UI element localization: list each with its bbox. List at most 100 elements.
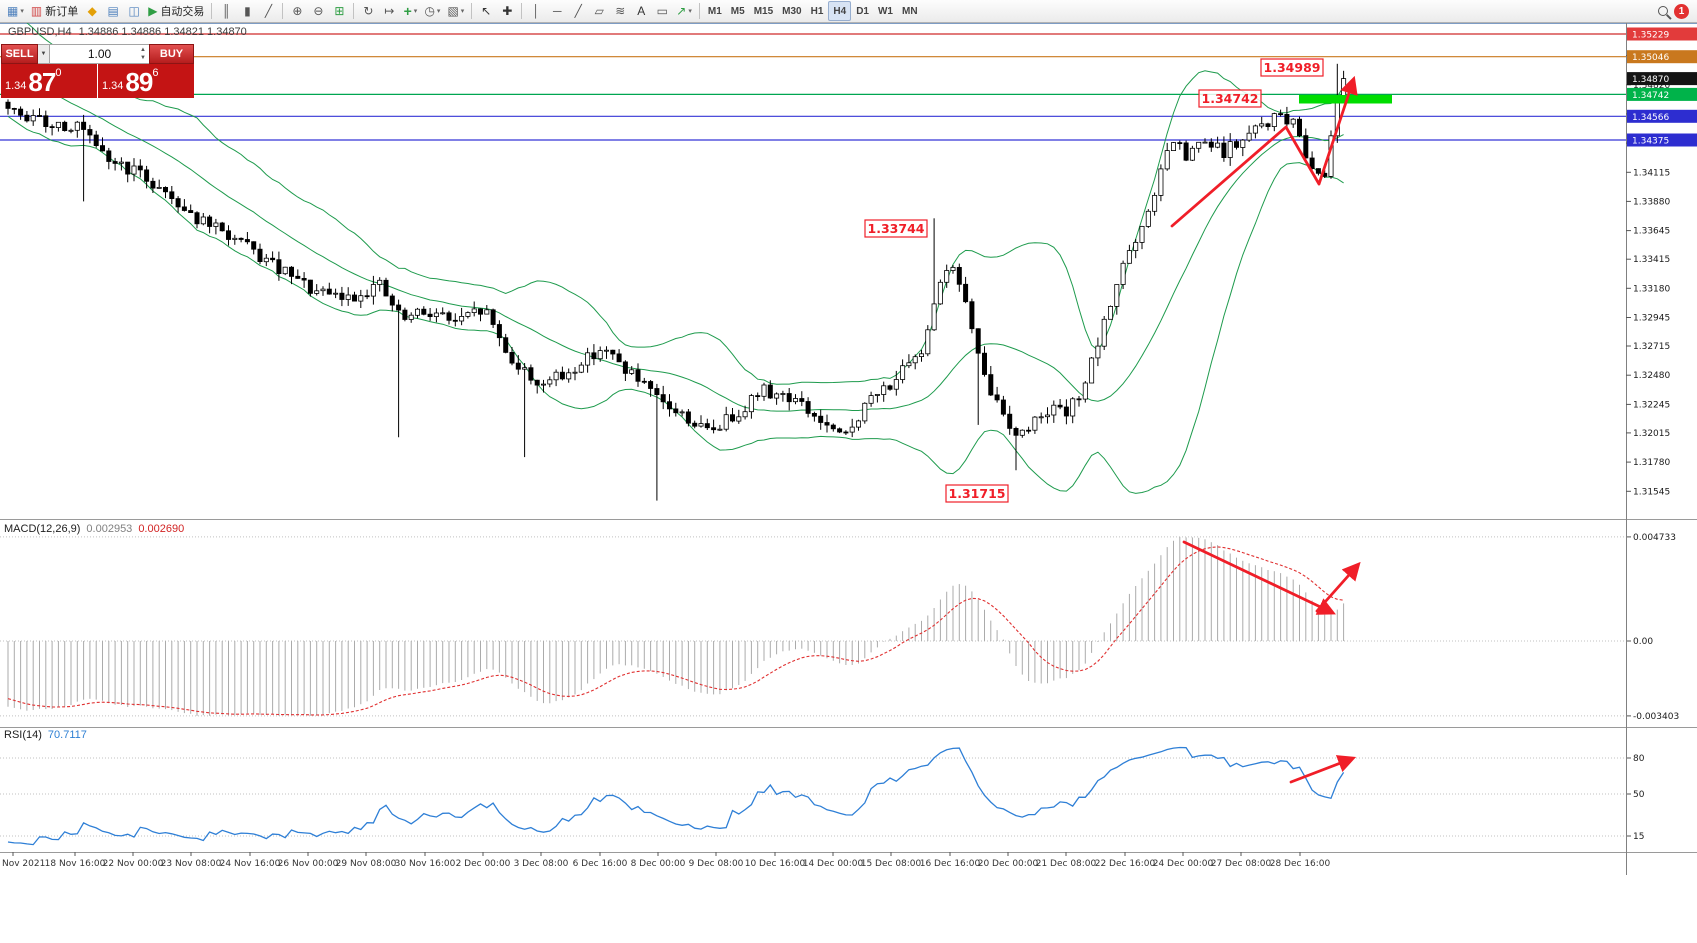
label-button[interactable]: ▭ xyxy=(652,1,672,21)
notifications-badge[interactable]: 1 xyxy=(1674,3,1689,19)
market-watch-button[interactable]: ▤ xyxy=(103,1,123,21)
chart-shift-icon: ↦ xyxy=(384,4,395,18)
zoom-in-icon: ⊕ xyxy=(292,4,303,18)
price-badge-1.34566: 1.34566 xyxy=(1627,109,1697,123)
timeframe-w1[interactable]: W1 xyxy=(877,5,893,17)
ask-price-button[interactable]: 1.34 89 6 xyxy=(98,64,194,98)
annotation-1.33744[interactable]: 1.33744 xyxy=(864,219,928,238)
annotation-1.34742[interactable]: 1.34742 xyxy=(1198,89,1262,108)
tile-windows-button[interactable]: ⊞ xyxy=(329,1,349,21)
price-axis[interactable]: 1.350551.348201.345851.343501.341151.338… xyxy=(1626,23,1697,875)
vertical-line-button[interactable]: │ xyxy=(526,1,546,21)
volume-value[interactable]: 1.00 xyxy=(87,47,112,61)
arrows-button[interactable]: ↗ ▾ xyxy=(673,1,695,21)
svg-text:1.33744: 1.33744 xyxy=(868,221,925,236)
rsi-trend-arrow[interactable] xyxy=(1289,755,1357,784)
vertical-line-icon: │ xyxy=(532,4,541,18)
fibonacci-icon: ≋ xyxy=(615,4,626,18)
new-order-icon: ▥ xyxy=(30,4,43,18)
macd-signal-value: 0.002690 xyxy=(138,523,185,535)
price-badge-1.34870: 1.34870 xyxy=(1627,72,1697,86)
periods-button[interactable]: ◷ ▾ xyxy=(421,1,443,21)
price-annotations[interactable]: 1.34989 1.34742 1.33744 1.31715 xyxy=(864,58,1324,503)
line-chart-icon: ╱ xyxy=(264,4,273,18)
charts-menu-button[interactable]: ▦ ▾ xyxy=(4,1,27,21)
timeframe-h4[interactable]: H4 xyxy=(828,1,852,21)
toolbar: ▦ ▾ ▥ 新订单 ◆ ▤ ◫ ▶ 自动交易 ║ ▮ ╱ ⊕ ⊖ ⊞ ↻ ↦ + ▾ ◷ ▾ ▧ ▾ ↖ ✚ │ ─ ╱ ▱ ≋ A ▭ ↗ ▾ M… xyxy=(0,0,1697,23)
green-highlight-bar[interactable] xyxy=(1299,95,1392,104)
navigator-button[interactable]: ◫ xyxy=(124,1,144,21)
svg-text:26 Nov 00:00: 26 Nov 00:00 xyxy=(278,859,339,869)
main-trend-arrow[interactable] xyxy=(1170,75,1358,228)
line-chart-button[interactable]: ╱ xyxy=(258,1,278,21)
annotation-1.34989[interactable]: 1.34989 xyxy=(1260,58,1324,77)
templates-button[interactable]: ▧ ▾ xyxy=(444,1,467,21)
chevron-down-icon: ▾ xyxy=(413,8,418,15)
auto-scroll-button[interactable]: ↻ xyxy=(358,1,378,21)
svg-text:-0.003403: -0.003403 xyxy=(1633,712,1679,722)
timeframe-m1[interactable]: M1 xyxy=(707,5,722,17)
autotrading-button[interactable]: ▶ 自动交易 xyxy=(145,1,207,21)
favorites-icon: ◆ xyxy=(87,4,97,18)
text-button[interactable]: A xyxy=(631,1,651,21)
timeframe-m30[interactable]: M30 xyxy=(782,5,802,17)
indicators-button[interactable]: + ▾ xyxy=(400,1,420,21)
timeframe-m15[interactable]: M15 xyxy=(753,5,774,17)
fibonacci-button[interactable]: ≋ xyxy=(610,1,630,21)
svg-text:1.34742: 1.34742 xyxy=(1632,91,1669,101)
rsi-panel[interactable]: 80 50 15 xyxy=(0,746,1645,846)
cursor-button[interactable]: ↖ xyxy=(476,1,496,21)
macd-trend-arrow[interactable] xyxy=(1182,540,1336,615)
channel-button[interactable]: ▱ xyxy=(589,1,609,21)
svg-text:0.004733: 0.004733 xyxy=(1633,533,1676,543)
candlestick-chart-button[interactable]: ▮ xyxy=(237,1,257,21)
favorites-button[interactable]: ◆ xyxy=(82,1,102,21)
trend-arrows[interactable] xyxy=(1170,75,1361,784)
timeframe-h1[interactable]: H1 xyxy=(810,5,824,17)
bid-price-button[interactable]: 1.34 87 0 xyxy=(1,64,97,98)
trendline-icon: ╱ xyxy=(574,4,582,18)
timeframe-mn[interactable]: MN xyxy=(901,5,918,17)
price-badge-1.34375: 1.34375 xyxy=(1627,133,1697,147)
svg-text:1.33880: 1.33880 xyxy=(1633,197,1670,207)
horizontal-line-button[interactable]: ─ xyxy=(547,1,567,21)
annotation-1.31715[interactable]: 1.31715 xyxy=(945,484,1009,503)
search-icon[interactable] xyxy=(1658,6,1668,16)
toolbar-separator xyxy=(282,3,284,19)
crosshair-button[interactable]: ✚ xyxy=(497,1,517,21)
bar-chart-button[interactable]: ║ xyxy=(216,1,236,21)
svg-text:1.35229: 1.35229 xyxy=(1632,31,1669,41)
price-badge-1.35229: 1.35229 xyxy=(1627,27,1697,41)
timeframe-m5[interactable]: M5 xyxy=(730,5,745,17)
chart-shift-button[interactable]: ↦ xyxy=(379,1,399,21)
arrows-icon: ↗ xyxy=(676,4,687,18)
buy-button[interactable]: BUY xyxy=(149,44,194,64)
sell-button[interactable]: SELL xyxy=(1,44,38,64)
rsi-value: 70.7117 xyxy=(47,729,87,741)
spinner-up-icon[interactable]: ▲ xyxy=(140,47,146,53)
zoom-in-button[interactable]: ⊕ xyxy=(287,1,307,21)
ohlc-values: 1.34886 1.34886 1.34821 1.34870 xyxy=(78,26,247,38)
svg-text:1.34115: 1.34115 xyxy=(1633,168,1670,178)
new-order-button-label: 新订单 xyxy=(45,6,79,18)
trendline-button[interactable]: ╱ xyxy=(568,1,588,21)
spinner-down-icon[interactable]: ▼ xyxy=(140,55,146,61)
new-order-button[interactable]: ▥ 新订单 xyxy=(28,1,81,21)
svg-text:1.31545: 1.31545 xyxy=(1633,487,1670,497)
svg-text:1.32945: 1.32945 xyxy=(1633,314,1670,324)
volume-options-dropdown[interactable]: ▼ xyxy=(38,44,50,64)
timeframe-d1[interactable]: D1 xyxy=(856,5,869,17)
text-icon: A xyxy=(637,4,646,18)
svg-text:1.32715: 1.32715 xyxy=(1633,342,1670,352)
svg-text:0.00: 0.00 xyxy=(1633,637,1653,647)
macd-panel[interactable]: 0.004733 0.00 -0.003403 xyxy=(0,533,1679,722)
macd-trend-arrow[interactable] xyxy=(1315,561,1361,613)
volume-field[interactable]: 1.00 ▲ ▼ xyxy=(50,44,149,64)
svg-text:22 Nov 00:00: 22 Nov 00:00 xyxy=(103,859,164,869)
templates-icon: ▧ xyxy=(447,4,459,18)
volume-stepper[interactable]: ▲ ▼ xyxy=(140,46,146,62)
zoom-out-button[interactable]: ⊖ xyxy=(308,1,328,21)
svg-text:9 Dec 08:00: 9 Dec 08:00 xyxy=(689,859,744,869)
